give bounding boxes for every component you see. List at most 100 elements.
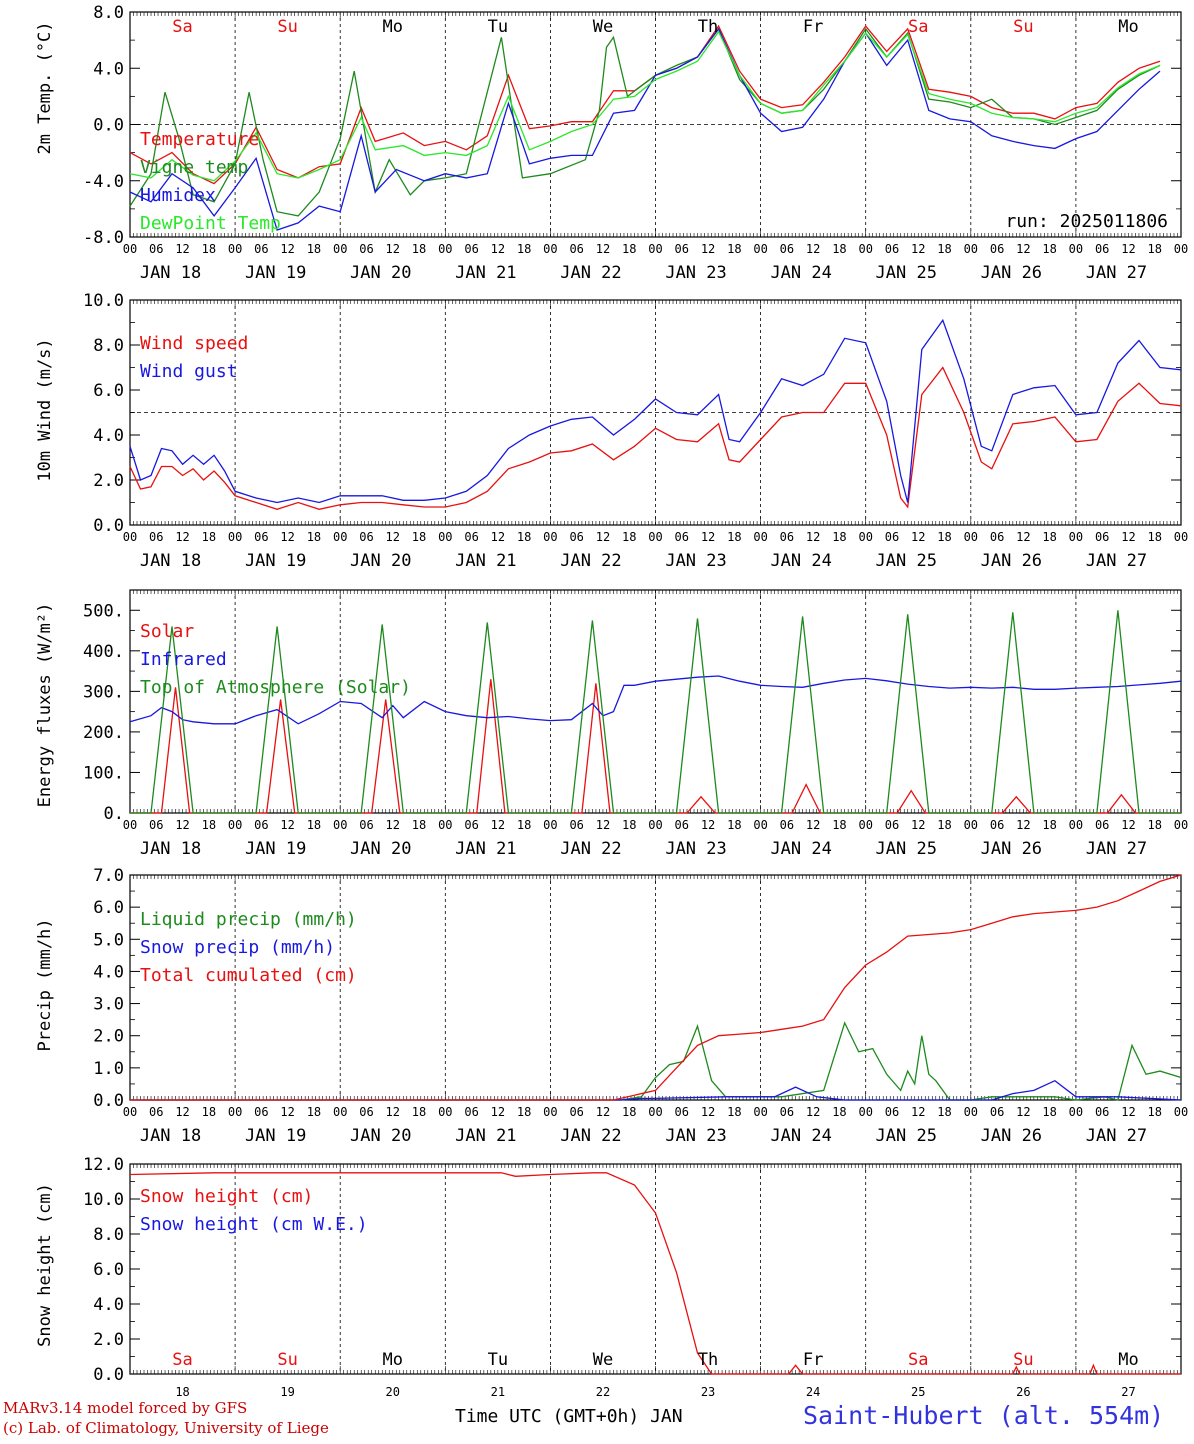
hour-tick-label: 06 [464,818,478,832]
panel-2: 0.0 2.0 4.0 6.0 8.0 10.0 10m Wind (m/s) Wind sp… [35,291,1188,571]
lab-credit-line: (c) Lab. of Climatology, University of L… [3,1419,329,1437]
hour-tick-label: 12 [175,530,189,544]
hour-tick-label: 12 [911,818,925,832]
hour-tick-label: 00 [543,818,557,832]
hour-tick-label: 18 [1042,530,1056,544]
hour-tick-label: 18 [622,530,636,544]
hour-tick-label: 00 [123,530,137,544]
legend-entry: Snow precip (mm/h) [140,937,335,958]
weekday-label: Mo [383,17,403,37]
hour-tick-label: 12 [806,530,820,544]
hour-tick-label: 12 [1016,818,1030,832]
y-tick-label: 4.0 [93,962,124,982]
y-axis-label: 10m Wind (m/s) [35,338,55,481]
y-tick-label: 0.0 [93,1365,124,1385]
hour-tick-label: 18 [937,242,951,256]
hour-tick-label: 06 [359,530,373,544]
y-tick-label: 12.0 [83,1155,124,1175]
hour-tick-label: 18 [517,242,531,256]
hour-tick-label: 18 [202,242,216,256]
hour-tick-label: 12 [386,530,400,544]
day-label: JAN 26 [981,551,1042,571]
hour-tick-label: 06 [464,530,478,544]
hour-tick-label: 12 [596,530,610,544]
series-line [130,1021,1182,1101]
day-label: JAN 27 [1086,1126,1147,1146]
series-line [129,24,1161,185]
y-tick-label: 10.0 [83,291,124,311]
hour-tick-label: 06 [780,1105,794,1119]
hour-tick-label: 06 [1095,818,1109,832]
hour-tick-label: 00 [964,242,978,256]
hour-tick-label: 12 [806,818,820,832]
y-tick-label: 8.0 [93,3,124,23]
hour-tick-label: 12 [806,1105,820,1119]
hour-tick-label: 00 [1069,530,1083,544]
hour-tick-label: 00 [1174,530,1188,544]
y-axis-label: 2m Temp. (°C) [35,21,55,154]
hour-tick-label: 00 [1069,1105,1083,1119]
hour-tick-label: 06 [885,242,899,256]
series-line [130,1079,1182,1101]
day-label: JAN 23 [665,263,726,283]
hour-tick-label: 18 [517,1105,531,1119]
hour-tick-label: 06 [1095,530,1109,544]
hour-tick-label: 06 [675,1105,689,1119]
y-tick-label: 2.0 [93,1027,124,1047]
hour-tick-label: 12 [280,1105,294,1119]
y-tick-label: 400. [83,642,124,662]
day-label: JAN 25 [876,839,937,859]
hour-tick-label: 18 [727,530,741,544]
day-label: JAN 21 [455,263,516,283]
hour-tick-label: 06 [149,818,163,832]
panel-4: 0.0 1.0 2.0 3.0 4.0 5.0 6.0 7.0 Precip (mm/h) Liq… [35,866,1188,1146]
hour-tick-label: 18 [832,242,846,256]
hour-tick-label: 18 [937,530,951,544]
legend-entry: Wind speed [140,333,248,354]
day-label: JAN 18 [140,839,201,859]
hour-tick-label: 18 [202,818,216,832]
day-label: JAN 23 [665,1126,726,1146]
day-number-label: 21 [491,1385,505,1399]
hour-tick-label: 18 [412,1105,426,1119]
y-tick-label: 7.0 [93,866,124,886]
y-tick-label: 3.0 [93,995,124,1015]
day-label: JAN 24 [770,839,831,859]
hour-tick-label: 00 [543,530,557,544]
weekday-label: Mo [383,1350,403,1370]
station-title: Saint-Hubert (alt. 554m) [803,1401,1165,1430]
legend-entry: Wind gust [140,361,238,382]
hour-tick-label: 18 [1042,818,1056,832]
hour-tick-label: 00 [438,818,452,832]
y-tick-label: 4.0 [93,426,124,446]
day-number-label: 20 [386,1385,400,1399]
hour-tick-label: 12 [911,242,925,256]
hour-tick-label: 18 [1147,530,1161,544]
hour-tick-label: 06 [464,242,478,256]
day-label: JAN 20 [350,551,411,571]
hour-tick-label: 00 [648,1105,662,1119]
hour-tick-label: 00 [858,1105,872,1119]
day-label: JAN 24 [770,1126,831,1146]
hour-tick-label: 00 [753,1105,767,1119]
day-label: JAN 20 [350,1126,411,1146]
hour-tick-label: 12 [701,818,715,832]
hour-tick-label: 12 [911,1105,925,1119]
day-label: JAN 23 [665,839,726,859]
y-tick-label: 300. [83,682,124,702]
weekday-label: Fr [803,1350,823,1370]
hour-tick-label: 12 [1121,530,1135,544]
y-tick-label: 4.0 [93,1295,124,1315]
day-label: JAN 18 [140,1126,201,1146]
day-label: JAN 26 [981,1126,1042,1146]
y-axis-label: Energy fluxes (W/m²) [35,603,55,808]
day-label: JAN 22 [560,551,621,571]
hour-tick-label: 18 [622,1105,636,1119]
y-tick-label: 0.0 [93,516,124,536]
hour-tick-label: 06 [780,242,794,256]
legend-entry: Liquid precip (mm/h) [140,909,357,930]
hour-tick-label: 00 [543,1105,557,1119]
series-line [129,675,1182,725]
weekday-label: Fr [803,17,823,37]
